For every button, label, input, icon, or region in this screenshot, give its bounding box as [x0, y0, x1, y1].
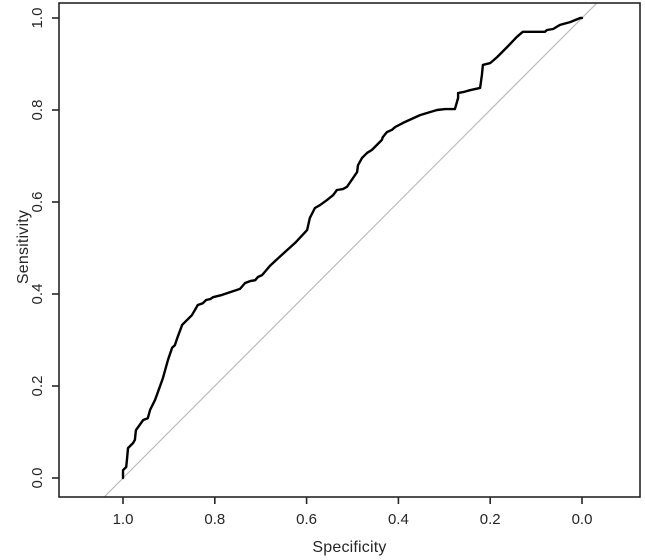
- x-tick-label: 0.4: [388, 511, 409, 528]
- x-axis-title: Specificity: [312, 539, 387, 556]
- y-tick-label: 0.0: [29, 468, 46, 489]
- x-tick-label: 1.0: [113, 511, 134, 528]
- x-tick-label: 0.0: [572, 511, 593, 528]
- roc-curve-line: [121, 16, 584, 480]
- chance-diagonal-line: [103, 2, 598, 498]
- x-tick-label: 0.6: [296, 511, 317, 528]
- y-tick-label: 0.2: [29, 376, 46, 397]
- y-axis-title: Sensitivity: [15, 209, 32, 285]
- y-tick-label: 1.0: [29, 8, 46, 29]
- y-tick-label: 0.4: [29, 284, 46, 305]
- x-tick-label: 0.2: [480, 511, 501, 528]
- y-tick-label: 0.6: [29, 192, 46, 213]
- y-tick-label: 0.8: [29, 100, 46, 121]
- plot-box: [58, 2, 641, 498]
- x-tick-label: 0.8: [204, 511, 225, 528]
